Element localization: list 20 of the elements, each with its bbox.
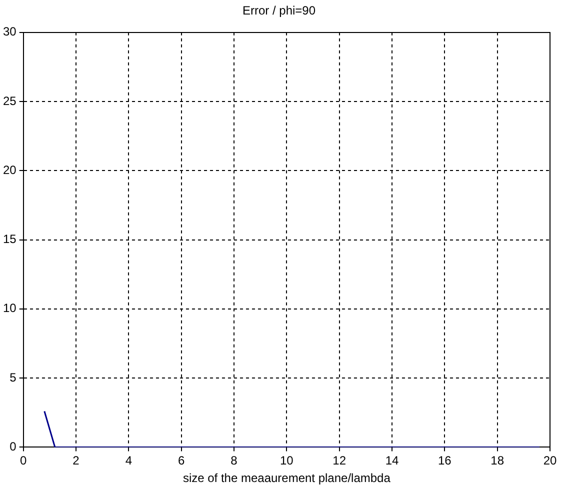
x-tick-label: 2	[72, 454, 80, 468]
x-tick-label: 6	[178, 454, 185, 468]
y-tick-label: 20	[2, 162, 17, 177]
y-tick-label: 25	[2, 94, 17, 108]
x-tick-label: 0	[20, 454, 28, 468]
y-tick-label: 10	[2, 301, 17, 316]
x-axis-title: size of the meaaurement plane/lambda	[182, 471, 391, 486]
y-tick-label: 5	[10, 370, 17, 384]
x-tick-label: 4	[125, 454, 132, 468]
y-tick-label: 15	[2, 232, 17, 246]
x-tick-label: 16	[438, 454, 452, 468]
x-tick-label: 14	[385, 454, 399, 468]
x-tick-label: 18	[490, 454, 504, 468]
y-tick-label: 30	[2, 24, 17, 39]
x-tick-label: 10	[280, 454, 294, 468]
x-tick-label: 8	[230, 454, 238, 468]
y-tick-label: 0	[10, 440, 17, 454]
x-tick-label: 20	[543, 454, 557, 468]
x-tick-label: 12	[332, 454, 346, 468]
chart-title: Error / phi=90	[242, 4, 316, 18]
